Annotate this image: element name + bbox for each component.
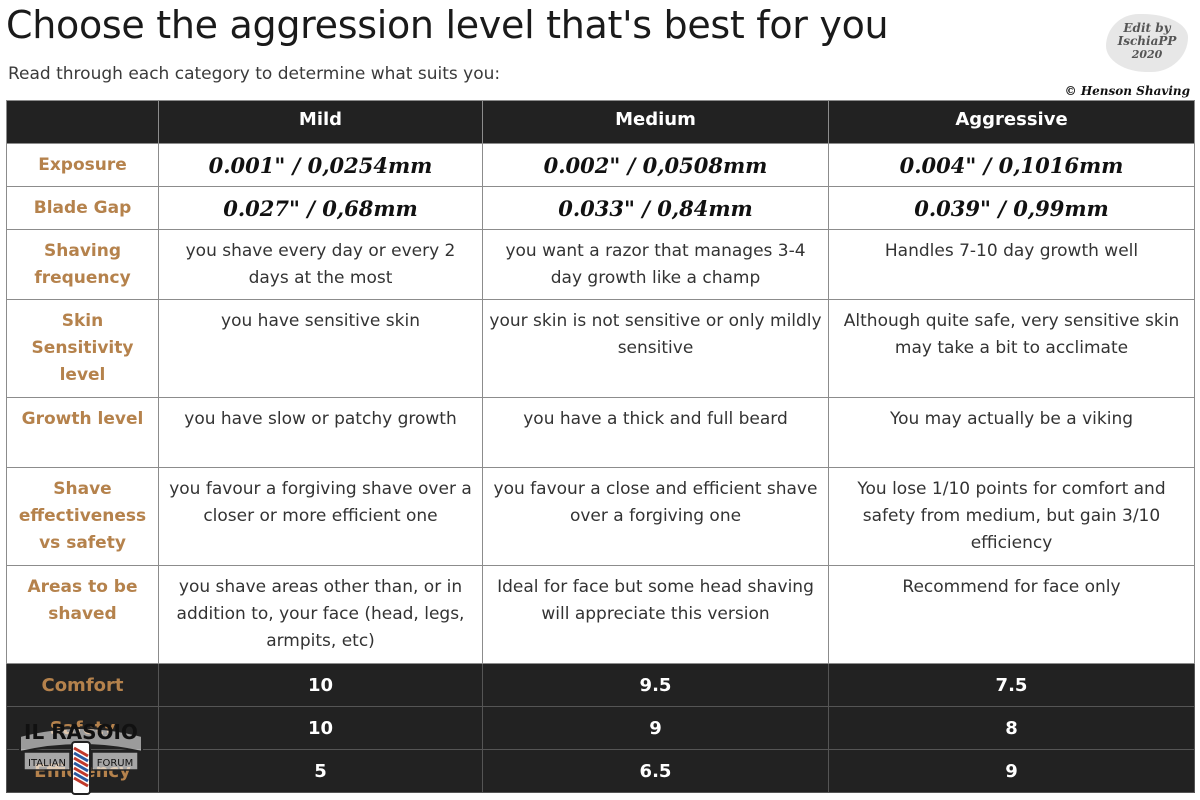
table-row-shaving-frequency: Shaving frequency you shave every day or… bbox=[6, 229, 1195, 300]
cell-aggressive: 7.5 bbox=[828, 663, 1195, 707]
table-row-comfort: Comfort 10 9.5 7.5 bbox=[6, 663, 1195, 707]
cell-aggressive: 8 bbox=[828, 706, 1195, 750]
logo-left-label: ITALIAN bbox=[28, 758, 66, 769]
logo-right-label: FORUM bbox=[97, 758, 134, 769]
cell-mild: you have slow or patchy growth bbox=[158, 397, 483, 468]
aggression-table: Mild Medium Aggressive Exposure 0.001" /… bbox=[6, 100, 1195, 793]
logo-title: IL RASOIO bbox=[24, 720, 138, 744]
cell-medium: 0.002" / 0,0508mm bbox=[482, 143, 829, 187]
cell-aggressive: You may actually be a viking bbox=[828, 397, 1195, 468]
stamp-line-1: Edit by bbox=[1123, 21, 1171, 35]
header-aggressive: Aggressive bbox=[828, 100, 1195, 144]
row-label: Shaving frequency bbox=[6, 229, 159, 300]
cell-medium: 9 bbox=[482, 706, 829, 750]
cell-mild: 0.027" / 0,68mm bbox=[158, 186, 483, 230]
stamp-year: 2020 bbox=[1131, 48, 1163, 61]
row-label: Areas to be shaved bbox=[6, 565, 159, 664]
row-label: Skin Sensitivity level bbox=[6, 299, 159, 398]
row-label: Blade Gap bbox=[6, 186, 159, 230]
cell-mild: 10 bbox=[158, 706, 483, 750]
table-header-row: Mild Medium Aggressive bbox=[6, 100, 1195, 144]
cell-aggressive: Although quite safe, very sensitive skin… bbox=[828, 299, 1195, 398]
cell-medium: you want a razor that manages 3-4 day gr… bbox=[482, 229, 829, 300]
table-row-blade-gap: Blade Gap 0.027" / 0,68mm 0.033" / 0,84m… bbox=[6, 186, 1195, 230]
il-rasoio-forum-logo: IL RASOIO ITALIAN FORUM bbox=[19, 720, 143, 795]
cell-aggressive: Recommend for face only bbox=[828, 565, 1195, 664]
table-row-efficiency: Efficiency 5 6.5 9 bbox=[6, 749, 1195, 793]
cell-aggressive: 0.039" / 0,99mm bbox=[828, 186, 1195, 230]
table-row-safety: Safety 10 9 8 bbox=[6, 706, 1195, 750]
header-corner bbox=[6, 100, 159, 144]
stamp-line-2: IschiaPP bbox=[1117, 34, 1177, 48]
table-row-areas-to-be-shaved: Areas to be shaved you shave areas other… bbox=[6, 565, 1195, 664]
row-label: Growth level bbox=[6, 397, 159, 468]
table-row-growth-level: Growth level you have slow or patchy gro… bbox=[6, 397, 1195, 468]
cell-medium: your skin is not sensitive or only mildl… bbox=[482, 299, 829, 398]
row-label: Comfort bbox=[6, 663, 159, 707]
cell-mild: you favour a forgiving shave over a clos… bbox=[158, 467, 483, 566]
cell-medium: you have a thick and full beard bbox=[482, 397, 829, 468]
row-label: Shave effectiveness vs safety bbox=[6, 467, 159, 566]
table-row-exposure: Exposure 0.001" / 0,0254mm 0.002" / 0,05… bbox=[6, 143, 1195, 187]
edit-stamp: Edit by IschiaPP 2020 bbox=[1106, 14, 1188, 72]
cell-aggressive: Handles 7-10 day growth well bbox=[828, 229, 1195, 300]
cell-aggressive: You lose 1/10 points for comfort and saf… bbox=[828, 467, 1195, 566]
row-label: Exposure bbox=[6, 143, 159, 187]
cell-mild: you shave areas other than, or in additi… bbox=[158, 565, 483, 664]
cell-mild: 5 bbox=[158, 749, 483, 793]
logo-emblem: IL RASOIO ITALIAN FORUM bbox=[19, 720, 143, 795]
cell-medium: 0.033" / 0,84mm bbox=[482, 186, 829, 230]
header-medium: Medium bbox=[482, 100, 829, 144]
copyright-credit: © Henson Shaving bbox=[1064, 84, 1190, 98]
cell-mild: 0.001" / 0,0254mm bbox=[158, 143, 483, 187]
cell-medium: 6.5 bbox=[482, 749, 829, 793]
cell-aggressive: 9 bbox=[828, 749, 1195, 793]
page-title: Choose the aggression level that's best … bbox=[6, 3, 889, 47]
cell-aggressive: 0.004" / 0,1016mm bbox=[828, 143, 1195, 187]
table-row-skin-sensitivity: Skin Sensitivity level you have sensitiv… bbox=[6, 299, 1195, 398]
cell-mild: you have sensitive skin bbox=[158, 299, 483, 398]
cell-medium: you favour a close and efficient shave o… bbox=[482, 467, 829, 566]
cell-mild: you shave every day or every 2 days at t… bbox=[158, 229, 483, 300]
table-row-shave-effectiveness: Shave effectiveness vs safety you favour… bbox=[6, 467, 1195, 566]
cell-medium: 9.5 bbox=[482, 663, 829, 707]
cell-medium: Ideal for face but some head shaving wil… bbox=[482, 565, 829, 664]
page-subtitle: Read through each category to determine … bbox=[8, 64, 501, 84]
header-mild: Mild bbox=[158, 100, 483, 144]
cell-mild: 10 bbox=[158, 663, 483, 707]
